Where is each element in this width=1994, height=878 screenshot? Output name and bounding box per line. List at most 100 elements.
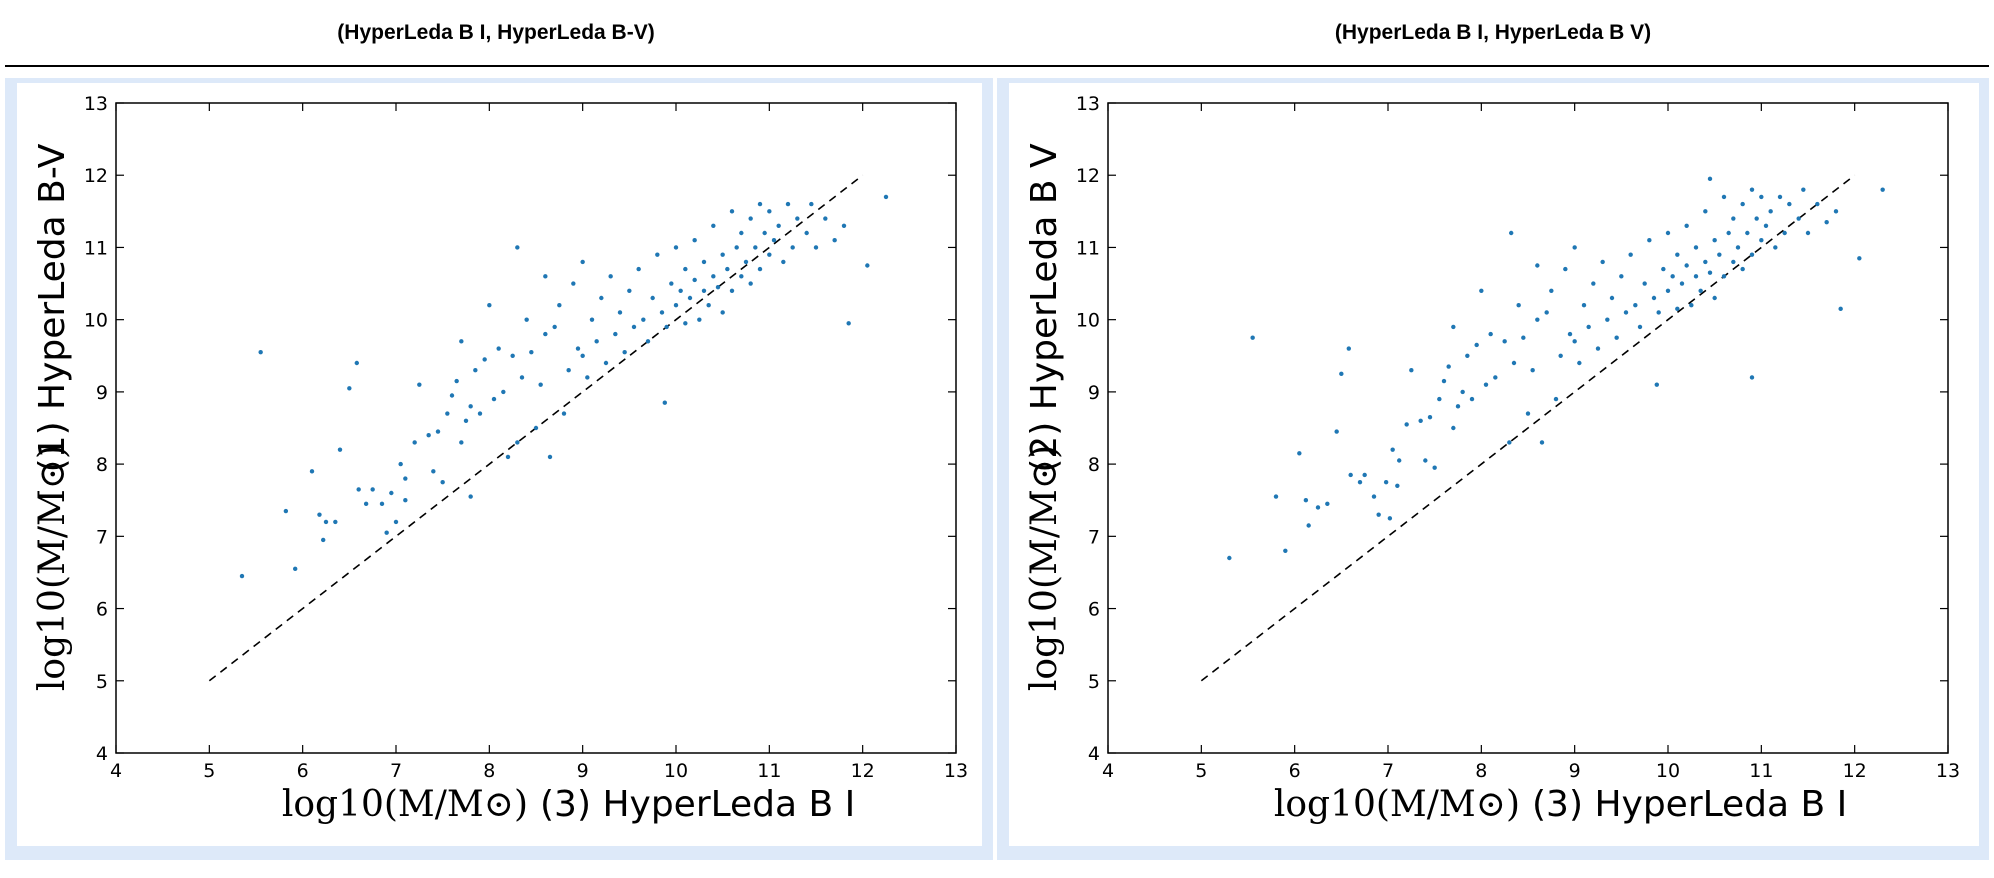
data-point (1530, 368, 1535, 373)
data-point (417, 382, 422, 387)
data-point (1591, 281, 1596, 286)
data-point (1577, 360, 1582, 366)
data-point (1511, 360, 1517, 366)
x-tick-label-right: 7 (1382, 760, 1394, 782)
data-point (468, 404, 473, 409)
data-point (645, 339, 651, 344)
data-point (1712, 238, 1717, 243)
data-point (1609, 295, 1615, 301)
data-point (706, 303, 711, 308)
data-point (701, 259, 707, 265)
data-point (1315, 505, 1321, 510)
y-axis-label-text-left: (1) HyperLeda B-V (32, 143, 73, 472)
data-point (1665, 288, 1671, 293)
data-point (1460, 389, 1465, 395)
data-point (762, 230, 767, 236)
data-point (1721, 274, 1727, 279)
data-point (613, 331, 618, 337)
x-tick-label-left: 12 (851, 760, 875, 782)
data-point (1493, 375, 1498, 380)
data-point (1572, 245, 1577, 250)
data-point (347, 386, 352, 391)
data-point (1754, 216, 1759, 221)
data-point (641, 317, 646, 322)
data-point (1502, 339, 1507, 344)
data-point (1507, 440, 1512, 445)
data-point (678, 288, 683, 293)
data-point (1521, 335, 1526, 340)
data-point (370, 487, 375, 492)
data-point (1586, 324, 1591, 330)
data-point (1437, 396, 1442, 402)
data-point (1675, 252, 1680, 257)
data-point (543, 274, 548, 279)
data-point (1362, 472, 1367, 478)
data-point (1647, 238, 1652, 243)
data-point (524, 317, 529, 322)
data-point (412, 440, 417, 445)
data-point (1815, 201, 1820, 207)
data-point (781, 259, 786, 265)
data-point (1446, 364, 1451, 369)
data-point (631, 324, 637, 330)
data-point (501, 389, 506, 395)
data-point (795, 216, 800, 221)
data-point (403, 498, 408, 503)
data-point (454, 378, 459, 384)
data-point (1404, 422, 1409, 427)
data-point (459, 440, 464, 445)
data-point (239, 573, 245, 579)
data-point (547, 454, 553, 460)
data-point (1689, 303, 1694, 308)
data-point (1777, 194, 1783, 200)
data-point (1441, 378, 1447, 384)
data-point (1273, 494, 1279, 499)
data-point (743, 259, 749, 265)
data-point (1535, 317, 1540, 322)
data-point (1390, 447, 1395, 452)
data-point (1642, 281, 1647, 286)
data-point (711, 274, 716, 279)
data-point (1563, 266, 1568, 272)
y-tick-label-right: 4 (1088, 743, 1100, 765)
y-tick-label-right: 7 (1088, 526, 1100, 548)
data-point (580, 353, 585, 358)
x-axis-label-text-right: (3) HyperLeda B I (1532, 784, 1847, 825)
data-point (1745, 230, 1750, 236)
data-point (1735, 245, 1741, 250)
data-point (1348, 472, 1353, 478)
y-tick-label-right: 6 (1088, 599, 1100, 621)
data-point (580, 259, 585, 265)
x-tick-label-left: 10 (664, 760, 688, 782)
data-point (519, 375, 525, 380)
data-point (823, 216, 828, 221)
data-point (1614, 335, 1619, 340)
y-tick-label-right: 5 (1088, 671, 1100, 693)
data-point (1303, 498, 1309, 503)
data-point (739, 230, 744, 236)
data-point (627, 288, 632, 293)
data-point (323, 519, 329, 525)
data-point (1773, 245, 1778, 250)
data-point (510, 353, 515, 358)
data-point (1465, 353, 1470, 358)
data-point (711, 223, 716, 228)
data-point (1423, 458, 1428, 463)
data-point (1824, 219, 1829, 225)
data-point (354, 360, 359, 366)
data-point (1357, 479, 1363, 485)
data-point (1684, 223, 1689, 228)
data-point (1397, 458, 1402, 463)
y-tick-label-left: 5 (96, 671, 108, 693)
data-point (463, 418, 469, 423)
column-header-right: (HyperLeda B I, HyperLeda B V) (1334, 21, 1652, 44)
data-point (363, 501, 369, 507)
data-point (1488, 331, 1493, 337)
data-point (533, 425, 539, 431)
data-point (552, 324, 557, 330)
data-point (309, 469, 315, 474)
data-point (832, 238, 837, 243)
data-point (1801, 187, 1806, 192)
x-tick-label-left: 13 (944, 760, 968, 782)
x-tick-label-left: 5 (203, 760, 215, 782)
